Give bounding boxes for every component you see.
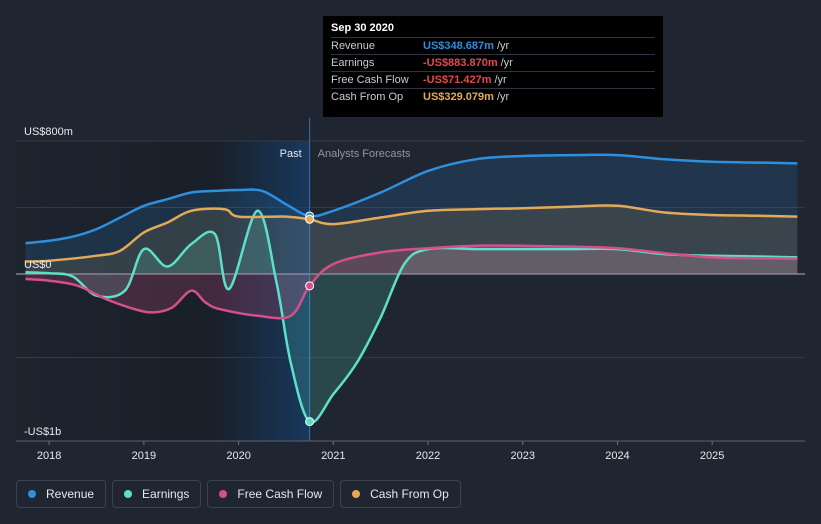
legend: Revenue Earnings Free Cash Flow Cash From O… <box>16 480 461 508</box>
y-axis-label: US$800m <box>24 126 73 138</box>
x-tick-label: 2022 <box>416 450 440 462</box>
cash-from-op-marker <box>305 214 315 224</box>
y-axis-label: US$0 <box>24 259 52 271</box>
tooltip-row-label: Cash From Op <box>331 91 404 103</box>
tooltip-row-label: Earnings <box>331 57 375 69</box>
legend-label: Earnings <box>142 487 190 501</box>
tooltip-row-unit: /yr <box>496 91 510 103</box>
tooltip-row-value: -US$71.427m <box>423 74 492 86</box>
tooltip-row-value: US$348.687m <box>423 40 494 52</box>
x-tick-label: 2019 <box>132 450 156 462</box>
cash-from-op-area <box>25 205 798 274</box>
x-tick-label: 2020 <box>226 450 250 462</box>
tooltip-row: Revenue US$348.687m/yr <box>331 37 655 54</box>
tooltip-date: Sep 30 2020 <box>331 22 394 34</box>
legend-dot-icon <box>124 490 133 498</box>
earnings-line <box>25 209 798 424</box>
earnings-area <box>25 210 798 423</box>
legend-dot-icon <box>28 490 36 498</box>
earnings-marker <box>305 417 315 427</box>
tooltip-row-unit: /yr <box>494 74 507 86</box>
x-tick-label: 2025 <box>700 450 724 462</box>
tooltip-row: Earnings -US$883.870m/yr <box>331 54 655 71</box>
forecast-label: Analysts Forecasts <box>318 148 411 160</box>
legend-item-earnings[interactable]: Earnings <box>112 480 202 508</box>
legend-dot-icon <box>219 490 228 498</box>
x-tick-label: 2023 <box>510 450 534 462</box>
x-tick-label: 2021 <box>321 450 345 462</box>
revenue-line <box>25 153 798 245</box>
free-cash-flow-area <box>25 245 798 319</box>
legend-label: Free Cash Flow <box>237 487 323 501</box>
tooltip: Sep 30 2020 Revenue US$348.687m/yr Earning… <box>323 16 663 117</box>
legend-item-free-cash-flow[interactable]: Free Cash Flow <box>207 480 335 508</box>
tooltip-row-label: Revenue <box>331 40 376 52</box>
free-cash-flow-line <box>25 244 798 320</box>
y-axis-label: -US$1b <box>24 426 61 438</box>
tooltip-row-value: US$329.079m <box>423 91 494 103</box>
x-tick-label: 2018 <box>37 450 61 462</box>
tooltip-row: Free Cash Flow -US$71.427m/yr <box>331 71 655 88</box>
legend-item-revenue[interactable]: Revenue <box>16 480 107 508</box>
legend-label: Revenue <box>46 487 95 501</box>
legend-item-cash-from-op[interactable]: Cash From Op <box>340 480 461 508</box>
tooltip-row-label: Free Cash Flow <box>331 74 409 86</box>
x-tick-label: 2024 <box>605 450 629 462</box>
tooltip-row-unit: /yr <box>496 40 510 52</box>
legend-dot-icon <box>352 490 361 498</box>
tooltip-row: Cash From Op US$329.079m/yr <box>331 88 655 105</box>
legend-label: Cash From Op <box>370 487 449 501</box>
tooltip-row-value: -US$883.870m <box>423 57 498 69</box>
free-cash-flow-marker <box>305 281 315 291</box>
past-label: Past <box>280 148 302 160</box>
cash-from-op-line <box>25 204 798 263</box>
tooltip-row-unit: /yr <box>500 57 513 69</box>
